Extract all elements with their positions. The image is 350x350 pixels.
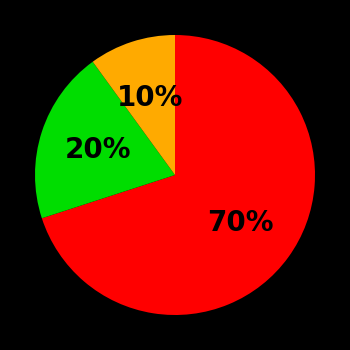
Wedge shape (35, 62, 175, 218)
Wedge shape (93, 35, 175, 175)
Text: 70%: 70% (208, 209, 274, 237)
Wedge shape (42, 35, 315, 315)
Text: 10%: 10% (117, 84, 183, 112)
Text: 20%: 20% (64, 136, 131, 164)
